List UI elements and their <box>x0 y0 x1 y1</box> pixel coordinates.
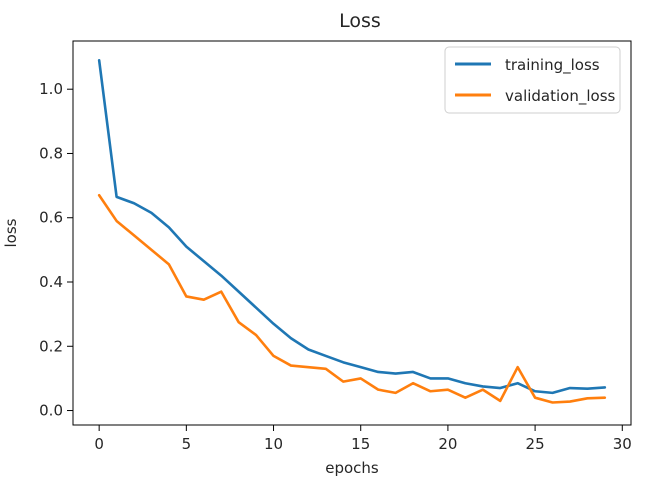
legend-label-training-loss: training_loss <box>505 56 600 75</box>
y-tick-label: 0.4 <box>39 273 63 291</box>
x-tick-label: 20 <box>438 435 457 453</box>
plot-frame <box>72 40 632 426</box>
x-tick-label: 15 <box>351 435 370 453</box>
y-axis-label: loss <box>2 218 20 247</box>
series-line-validation-loss <box>97 193 607 404</box>
series-line-training-loss <box>97 58 607 395</box>
y-tick-label: 1.0 <box>39 80 63 98</box>
y-tick-label: 0.2 <box>39 337 63 355</box>
y-tick-label: 0.8 <box>39 144 63 162</box>
x-tick-label: 0 <box>94 435 104 453</box>
x-axis-ticks: 0 5 10 15 20 25 30 <box>94 425 632 453</box>
y-tick-label: 0.0 <box>39 402 63 420</box>
x-tick-label: 5 <box>182 435 192 453</box>
series-lines <box>97 58 607 404</box>
x-tick-label: 25 <box>526 435 545 453</box>
chart-title: Loss <box>339 10 381 32</box>
x-tick-label: 30 <box>613 435 632 453</box>
legend-label-validation-loss: validation_loss <box>505 87 616 106</box>
y-axis-ticks: 0.0 0.2 0.4 0.6 0.8 1.0 <box>39 80 73 420</box>
y-tick-label: 0.6 <box>39 209 63 227</box>
x-tick-label: 10 <box>264 435 283 453</box>
legend: training_loss validation_loss <box>444 46 621 114</box>
x-axis-label: epochs <box>325 459 379 477</box>
